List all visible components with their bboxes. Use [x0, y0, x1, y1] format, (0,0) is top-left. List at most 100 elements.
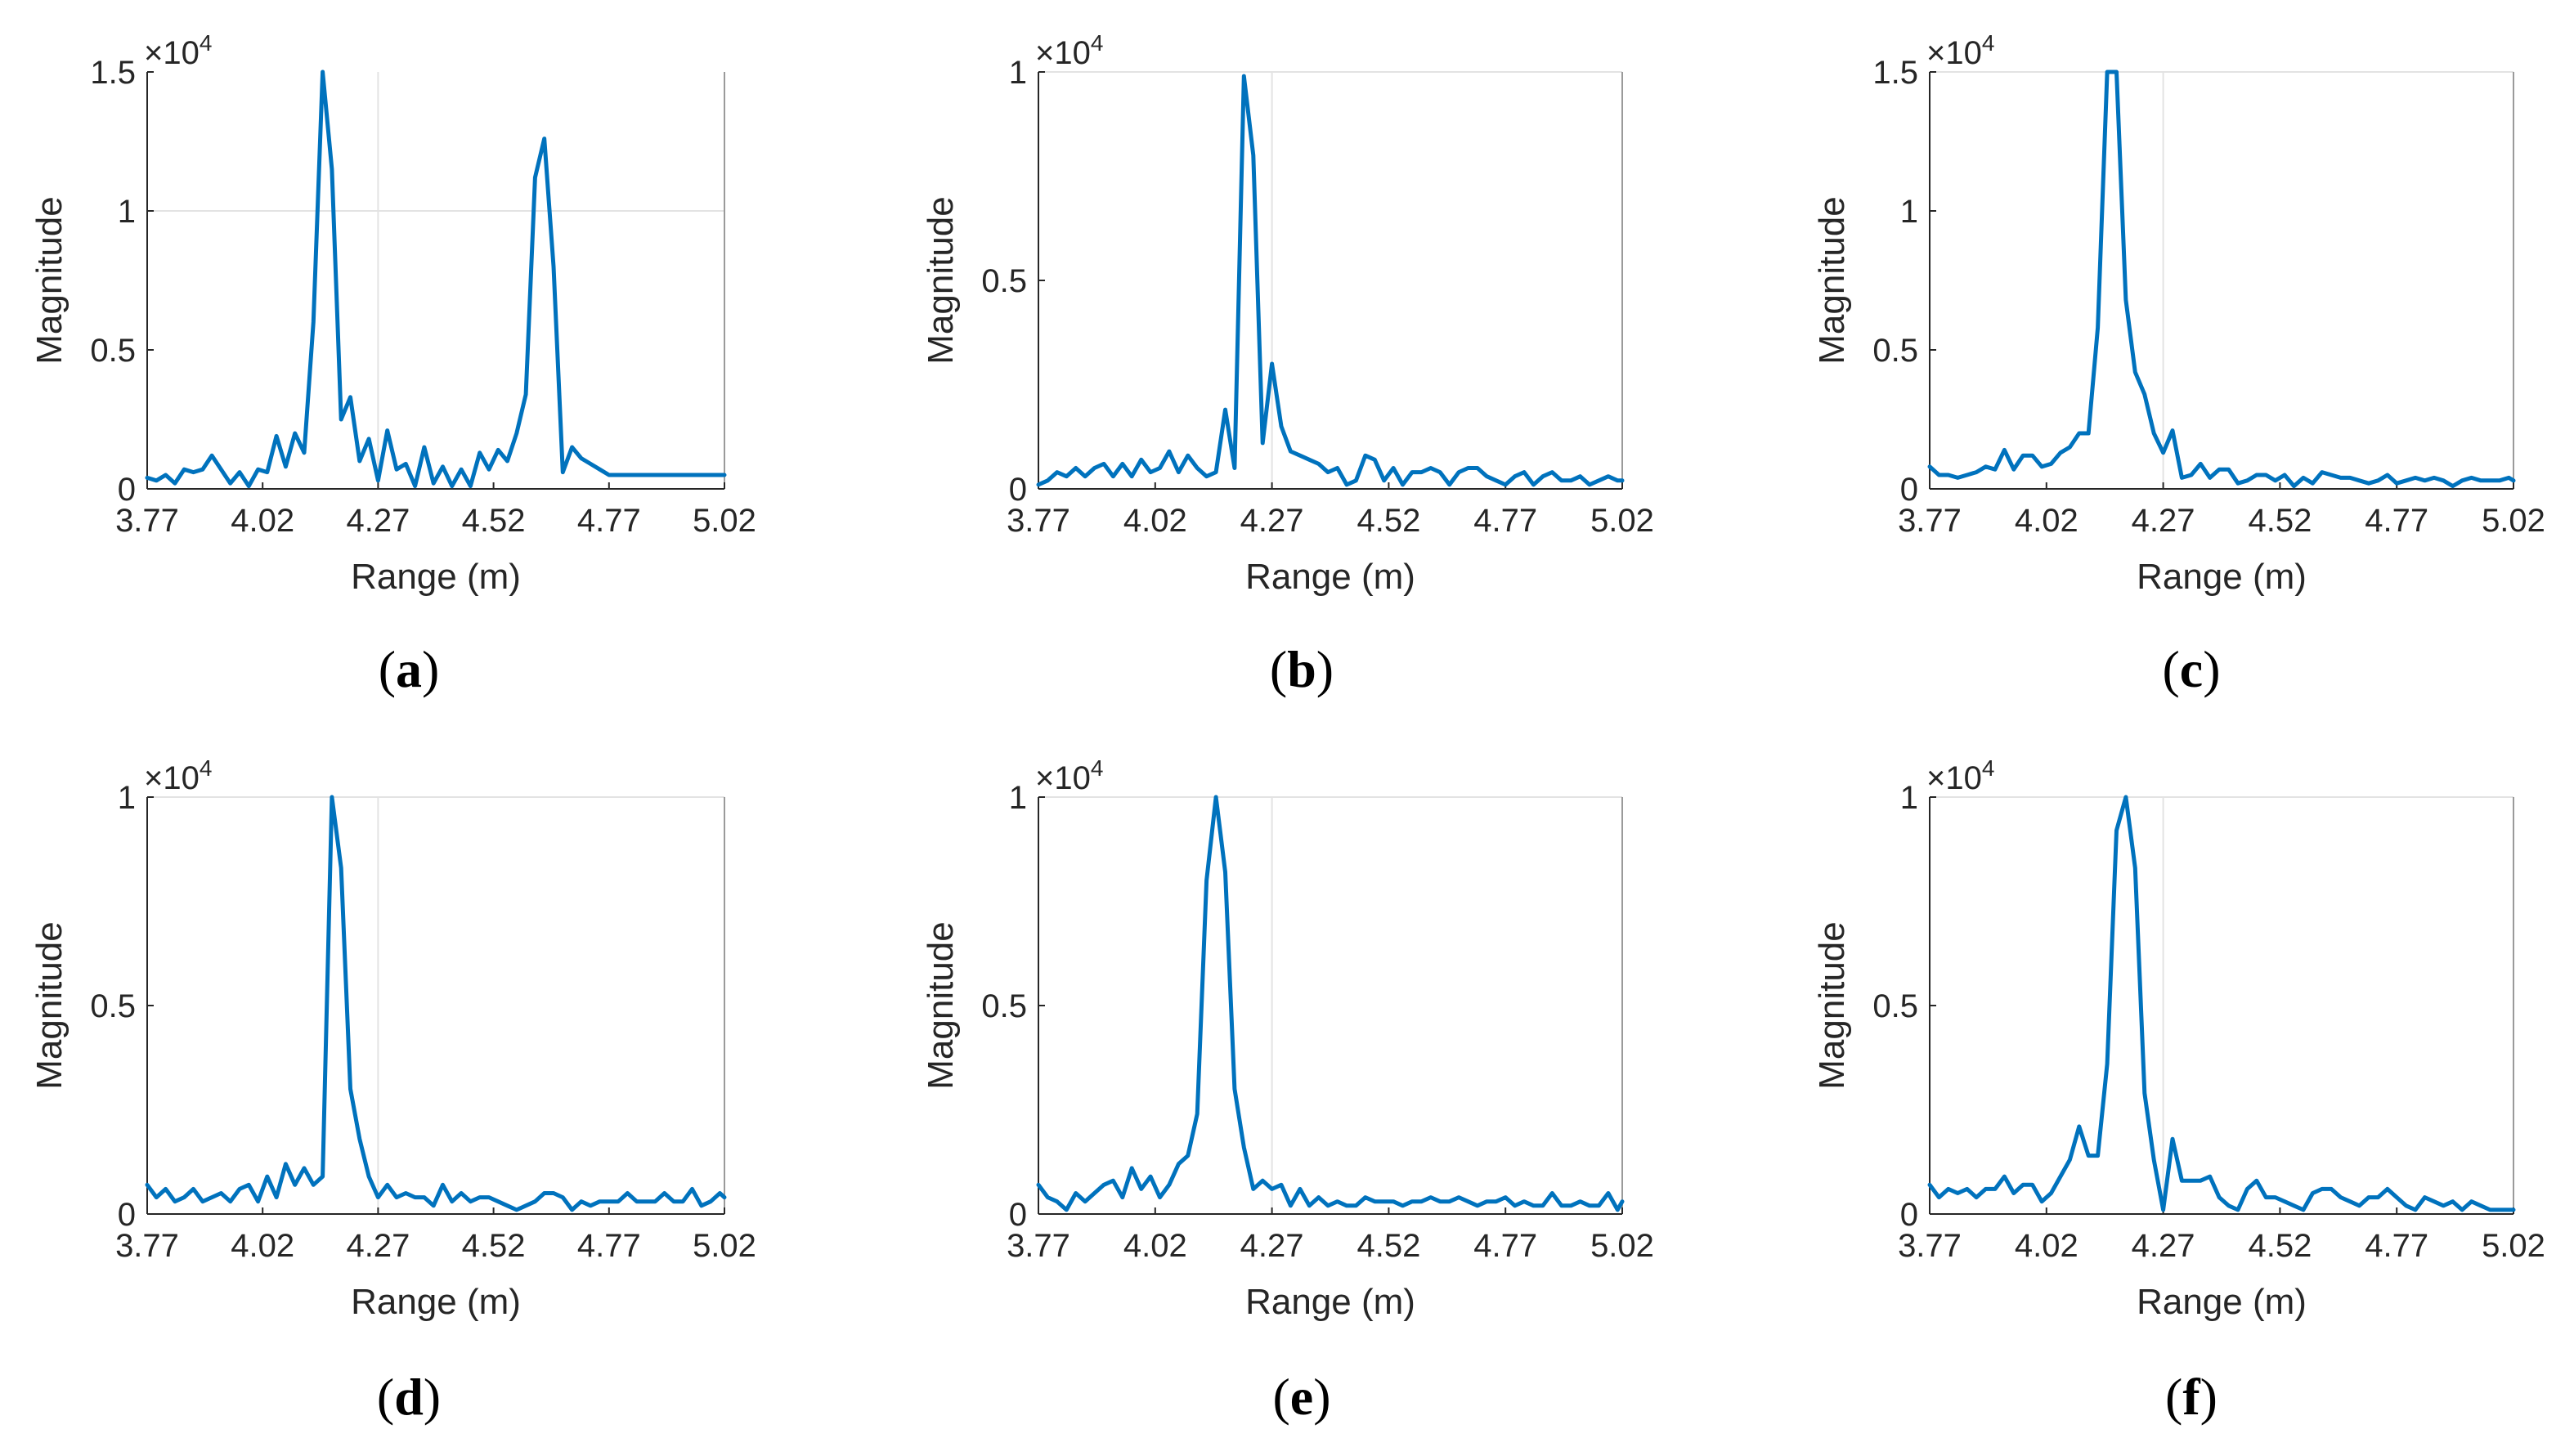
x-axis-label: Range (m) — [1245, 557, 1415, 597]
x-tick-label: 4.27 — [1240, 1228, 1304, 1264]
exponent-label: ×104 — [1035, 30, 1103, 71]
y-tick-label: 0.5 — [90, 333, 136, 369]
panel-caption: (b) — [1270, 640, 1334, 698]
panel-caption-letter: f — [2182, 1368, 2200, 1426]
panel-d: 3.77 4.02 4.27 4.52 4.77 5.02 0 0.5 1×104 Range (… — [29, 755, 756, 1426]
y-axis-label: Magnitude — [921, 921, 961, 1089]
y-tick-label: 1 — [1900, 780, 1918, 816]
y-tick-label: 1 — [118, 780, 136, 816]
x-tick-label: 4.77 — [577, 503, 641, 539]
x-axis-label: Range (m) — [1245, 1282, 1415, 1322]
panel-caption-letter: b — [1287, 640, 1316, 698]
y-tick-label: 1 — [118, 194, 136, 230]
x-tick-label: 4.02 — [1123, 503, 1187, 539]
exponent-label: ×104 — [1035, 755, 1103, 796]
x-tick-label: 3.77 — [1007, 503, 1070, 539]
x-tick-label: 4.27 — [2132, 1228, 2195, 1264]
y-tick-label: 0 — [1900, 472, 1918, 508]
y-tick-label: 0 — [1009, 1197, 1027, 1233]
x-tick-label: 3.77 — [115, 1228, 179, 1264]
x-tick-label: 3.77 — [1898, 1228, 1962, 1264]
y-tick-label: 0.5 — [981, 263, 1027, 299]
y-tick-label: 0 — [118, 472, 136, 508]
y-axis-label: Magnitude — [29, 921, 70, 1089]
panel-caption-letter: d — [394, 1368, 424, 1426]
x-tick-label: 4.02 — [2015, 1228, 2078, 1264]
panel-caption-letter: c — [2180, 640, 2203, 698]
y-tick-label: 1.5 — [90, 55, 136, 91]
y-tick-label: 1 — [1009, 780, 1027, 816]
x-tick-label: 4.02 — [1123, 1228, 1187, 1264]
x-tick-label: 4.52 — [1357, 1228, 1420, 1264]
panel-caption: (c) — [2162, 640, 2220, 698]
y-tick-label: 0.5 — [90, 988, 136, 1024]
series-line-magnitude — [1036, 74, 1625, 487]
x-tick-label: 3.77 — [1898, 503, 1962, 539]
x-tick-label: 3.77 — [1007, 1228, 1070, 1264]
x-tick-label: 4.77 — [1473, 503, 1537, 539]
panel-caption: (e) — [1272, 1368, 1330, 1426]
panel-caption: (f) — [2165, 1368, 2217, 1426]
x-tick-label: 5.02 — [693, 503, 756, 539]
y-tick-label: 0 — [118, 1197, 136, 1233]
panel-caption-letter: a — [396, 640, 422, 698]
exponent-power: 4 — [1982, 755, 1995, 781]
panel-caption: (a) — [379, 640, 440, 698]
y-tick-label: 0.5 — [1872, 988, 1918, 1024]
exponent-power: 4 — [1982, 30, 1995, 56]
x-axis-label: Range (m) — [351, 557, 521, 597]
x-tick-label: 5.02 — [1590, 1228, 1654, 1264]
panel-f: 3.77 4.02 4.27 4.52 4.77 5.02 0 0.5 1×104 Range (… — [1812, 755, 2545, 1426]
panel-a: 3.77 4.02 4.27 4.52 4.77 5.02 0 0.5 1 1.5×104 Rang… — [29, 30, 756, 698]
y-tick-label: 0.5 — [1872, 333, 1918, 369]
exponent-label: ×104 — [1926, 30, 1994, 71]
exponent-label: ×104 — [144, 755, 212, 796]
x-tick-label: 4.02 — [2015, 503, 2078, 539]
exponent-power: 4 — [1091, 755, 1104, 781]
exponent-power: 4 — [200, 30, 213, 56]
series-line-magnitude — [1927, 69, 2516, 489]
y-axis-label: Magnitude — [1812, 196, 1852, 364]
x-tick-label: 4.52 — [1357, 503, 1420, 539]
exponent-power: 4 — [1091, 30, 1104, 56]
series-line-magnitude — [1036, 795, 1625, 1212]
x-tick-label: 5.02 — [693, 1228, 756, 1264]
x-tick-label: 4.27 — [346, 1228, 410, 1264]
x-tick-label: 5.02 — [1590, 503, 1654, 539]
panel-caption: (d) — [377, 1368, 441, 1426]
x-tick-label: 4.52 — [2248, 503, 2312, 539]
x-tick-label: 4.52 — [462, 1228, 526, 1264]
y-axis-label: Magnitude — [29, 196, 70, 364]
x-tick-label: 4.77 — [2365, 1228, 2428, 1264]
y-tick-label: 0 — [1900, 1197, 1918, 1233]
panel-b: 3.77 4.02 4.27 4.52 4.77 5.02 0 0.5 1×104 Range (… — [921, 30, 1654, 698]
series-line-magnitude — [1927, 795, 2516, 1212]
x-tick-label: 4.77 — [2365, 503, 2428, 539]
x-tick-label: 4.02 — [231, 1228, 294, 1264]
x-tick-label: 4.27 — [2132, 503, 2195, 539]
y-tick-label: 1 — [1009, 55, 1027, 91]
x-tick-label: 4.27 — [1240, 503, 1304, 539]
exponent-power: 4 — [200, 755, 213, 781]
y-tick-label: 0.5 — [981, 988, 1027, 1024]
x-tick-label: 3.77 — [115, 503, 179, 539]
x-tick-label: 5.02 — [2482, 1228, 2545, 1264]
y-tick-label: 0 — [1009, 472, 1027, 508]
exponent-label: ×104 — [144, 30, 212, 71]
x-tick-label: 5.02 — [2482, 503, 2545, 539]
x-axis-label: Range (m) — [2137, 1282, 2307, 1322]
x-tick-label: 4.02 — [231, 503, 294, 539]
x-tick-label: 4.77 — [1473, 1228, 1537, 1264]
panel-c: 3.77 4.02 4.27 4.52 4.77 5.02 0 0.5 1 1.5×104 Rang… — [1812, 30, 2545, 698]
x-tick-label: 4.77 — [577, 1228, 641, 1264]
panel-e: 3.77 4.02 4.27 4.52 4.77 5.02 0 0.5 1×104 Range (… — [921, 755, 1654, 1426]
x-tick-label: 4.27 — [346, 503, 410, 539]
y-axis-label: Magnitude — [921, 196, 961, 364]
y-tick-label: 1 — [1900, 194, 1918, 230]
series-line-magnitude — [145, 69, 727, 489]
x-axis-label: Range (m) — [2137, 557, 2307, 597]
panel-caption-letter: e — [1290, 1368, 1313, 1426]
series-line-magnitude — [145, 795, 727, 1212]
x-tick-label: 4.52 — [2248, 1228, 2312, 1264]
